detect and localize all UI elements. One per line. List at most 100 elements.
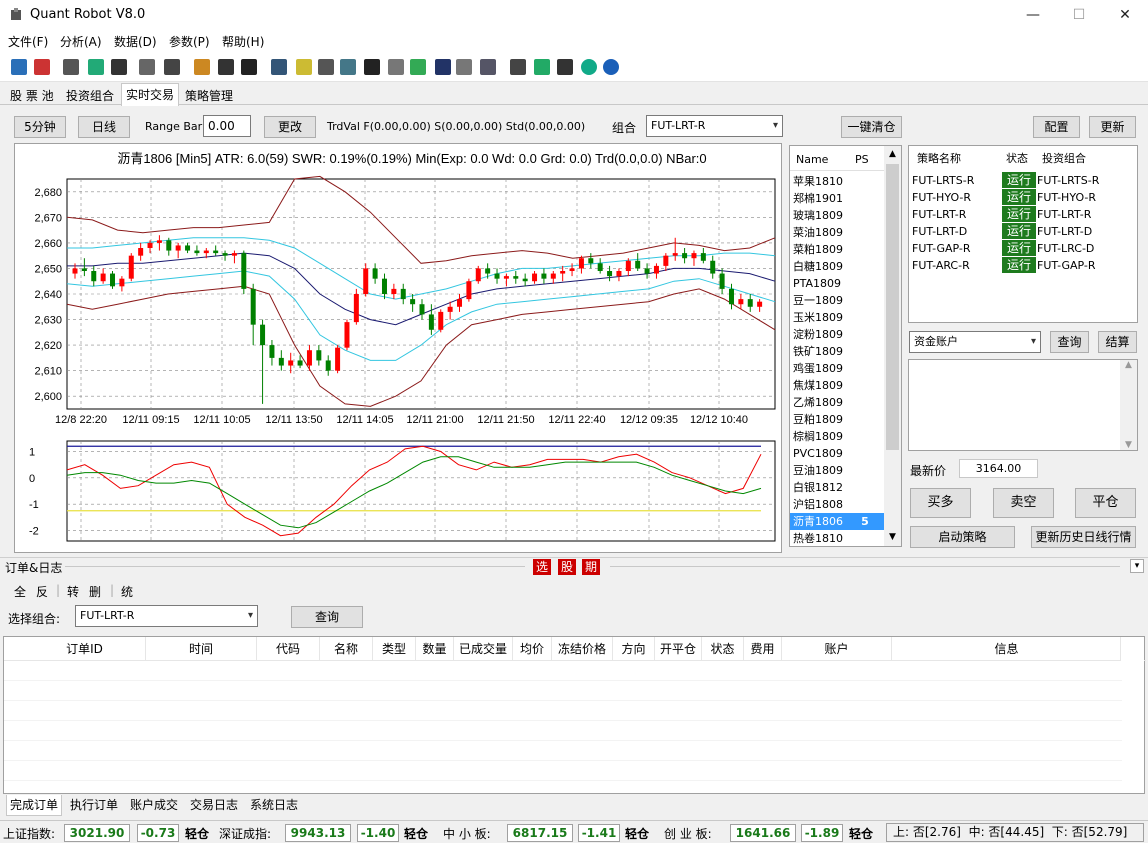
data-icon[interactable]: [271, 59, 287, 75]
status-badge[interactable]: 运行: [1002, 189, 1036, 205]
menu-params[interactable]: 参数(P): [169, 35, 210, 49]
collapse-icon[interactable]: ▾: [1130, 559, 1144, 573]
list-item[interactable]: 菜油1809: [790, 224, 885, 241]
tab-stock-pool[interactable]: 股 票 池: [10, 89, 54, 103]
list-item[interactable]: 玉米1809: [790, 309, 885, 326]
tool-icon[interactable]: [34, 59, 50, 75]
refresh-icon[interactable]: [581, 59, 597, 75]
strategy-row[interactable]: FUT-GAP-R 运行 FUT-LRC-D: [909, 240, 1139, 257]
list-item[interactable]: 沥青1806 5: [790, 513, 885, 530]
column-header[interactable]: 开平仓: [655, 637, 702, 661]
update-button[interactable]: 更新: [1089, 116, 1136, 138]
lightning-icon[interactable]: [364, 59, 380, 75]
list-item[interactable]: 淀粉1809: [790, 326, 885, 343]
chart-panel[interactable]: 沥青1806 [Min5] ATR: 6.0(59) SWR: 0.19%(0.…: [14, 143, 782, 553]
list-item[interactable]: 热卷1810: [790, 530, 885, 546]
doc-icon[interactable]: [139, 59, 155, 75]
settle-button[interactable]: 结算: [1098, 331, 1137, 353]
scroll-thumb[interactable]: [886, 164, 899, 450]
list-item[interactable]: 沪铝1808: [790, 496, 885, 513]
column-header[interactable]: 数量: [416, 637, 454, 661]
status-badge[interactable]: 运行: [1002, 206, 1036, 222]
strategy-list[interactable]: 策略名称 状态 投资组合 FUT-LRTS-R 运行 FUT-LRTS-R FUT-H…: [908, 145, 1138, 323]
column-header[interactable]: 信息: [892, 637, 1122, 661]
strategy-row[interactable]: FUT-HYO-R 运行 FUT-HYO-R: [909, 189, 1139, 206]
account-info-box[interactable]: ▲ ▼: [908, 359, 1138, 451]
status-badge[interactable]: 运行: [1002, 257, 1036, 273]
column-header[interactable]: 账户: [782, 637, 892, 661]
range-bar-input[interactable]: 0.00: [203, 115, 251, 137]
list-item[interactable]: 豆粕1809: [790, 411, 885, 428]
scroll-down-icon[interactable]: ▼: [1125, 440, 1132, 450]
strategy-row[interactable]: FUT-LRT-R 运行 FUT-LRT-R: [909, 206, 1139, 223]
wrench-icon[interactable]: [456, 59, 472, 75]
column-header[interactable]: 订单ID: [24, 637, 146, 661]
scroll-up-icon[interactable]: ▲: [889, 149, 896, 159]
minimize-button[interactable]: —: [1026, 7, 1040, 23]
config-button[interactable]: 配置: [1033, 116, 1080, 138]
account-scrollbar[interactable]: ▲ ▼: [1120, 360, 1137, 450]
status-badge[interactable]: 运行: [1002, 223, 1036, 239]
column-header[interactable]: 冻结价格: [552, 637, 613, 661]
account-select[interactable]: 资金账户 ▾: [909, 331, 1041, 353]
tab-executing-orders[interactable]: 执行订单: [70, 798, 119, 812]
scroll-down-icon[interactable]: ▼: [889, 532, 896, 542]
list-item[interactable]: 鸡蛋1809: [790, 360, 885, 377]
shield-icon[interactable]: [480, 59, 496, 75]
sell-short-button[interactable]: 卖空: [993, 488, 1054, 518]
strategy-row[interactable]: FUT-LRTS-R 运行 FUT-LRTS-R: [909, 172, 1139, 189]
order-query-button[interactable]: 查询: [291, 606, 363, 628]
column-header[interactable]: 代码: [257, 637, 320, 661]
contract-scrollbar[interactable]: ▲ ▼: [884, 146, 901, 546]
money-icon[interactable]: [296, 59, 312, 75]
column-header[interactable]: 名称: [320, 637, 373, 661]
filter-reverse[interactable]: 反: [36, 585, 49, 599]
tag-select[interactable]: 选: [533, 559, 551, 575]
filter-all[interactable]: 全: [14, 585, 27, 599]
order-portfolio-select[interactable]: FUT-LRT-R ▾: [75, 605, 258, 627]
list-item[interactable]: PTA1809: [790, 275, 885, 292]
tab-strategy[interactable]: 策略管理: [185, 89, 234, 103]
close-position-button[interactable]: 平仓: [1075, 488, 1136, 518]
list-item[interactable]: 棕榈1809: [790, 428, 885, 445]
close-all-button[interactable]: 一键清仓: [841, 116, 902, 138]
column-header[interactable]: 费用: [744, 637, 782, 661]
list-item[interactable]: PVC1809: [790, 445, 885, 462]
list-item[interactable]: 玻璃1809: [790, 207, 885, 224]
change-button[interactable]: 更改: [264, 116, 316, 138]
gear-icon[interactable]: [340, 59, 356, 75]
strategy-row[interactable]: FUT-ARC-R 运行 FUT-GAP-R: [909, 257, 1139, 274]
menu-analysis[interactable]: 分析(A): [60, 35, 102, 49]
tab-system-log[interactable]: 系统日志: [250, 798, 299, 812]
chess-icon[interactable]: [111, 59, 127, 75]
daily-button[interactable]: 日线: [78, 116, 130, 138]
list-item[interactable]: 豆油1809: [790, 462, 885, 479]
menu-help[interactable]: 帮助(H): [222, 35, 265, 49]
list-item[interactable]: 焦煤1809: [790, 377, 885, 394]
person-icon[interactable]: [11, 59, 27, 75]
strategy-row[interactable]: FUT-LRT-D 运行 FUT-LRT-D: [909, 223, 1139, 240]
list-item[interactable]: 白银1812: [790, 479, 885, 496]
tab-portfolio[interactable]: 投资组合: [66, 89, 115, 103]
filter-transfer[interactable]: 转: [67, 585, 80, 599]
scroll-up-icon[interactable]: ▲: [1125, 360, 1132, 370]
maximize-button[interactable]: ☐: [1072, 7, 1086, 23]
column-header[interactable]: 状态: [702, 637, 744, 661]
orders-table[interactable]: 订单ID 时间 代码 名称 类型 数量 已成交量 均价 冻结价格 方向 开平仓 状态 费用 账户 信息: [3, 636, 1146, 794]
mail-icon[interactable]: [218, 59, 234, 75]
excel-icon[interactable]: [534, 59, 550, 75]
menu-data[interactable]: 数据(D): [114, 35, 157, 49]
info-icon[interactable]: [603, 59, 619, 75]
report-icon[interactable]: [318, 59, 334, 75]
list-item[interactable]: 白糖1809: [790, 258, 885, 275]
column-header[interactable]: 时间: [146, 637, 257, 661]
account-query-button[interactable]: 查询: [1050, 331, 1089, 353]
price-chart[interactable]: 沥青1806 [Min5] ATR: 6.0(59) SWR: 0.19%(0.…: [15, 144, 783, 554]
check-icon[interactable]: [63, 59, 79, 75]
portfolio-select[interactable]: FUT-LRT-R ▾: [646, 115, 783, 137]
filter-icon[interactable]: [241, 59, 257, 75]
chart-icon[interactable]: [194, 59, 210, 75]
tab-trade-log[interactable]: 交易日志: [190, 798, 239, 812]
tab-account-trades[interactable]: 账户成交: [130, 798, 179, 812]
list-item[interactable]: 乙烯1809: [790, 394, 885, 411]
